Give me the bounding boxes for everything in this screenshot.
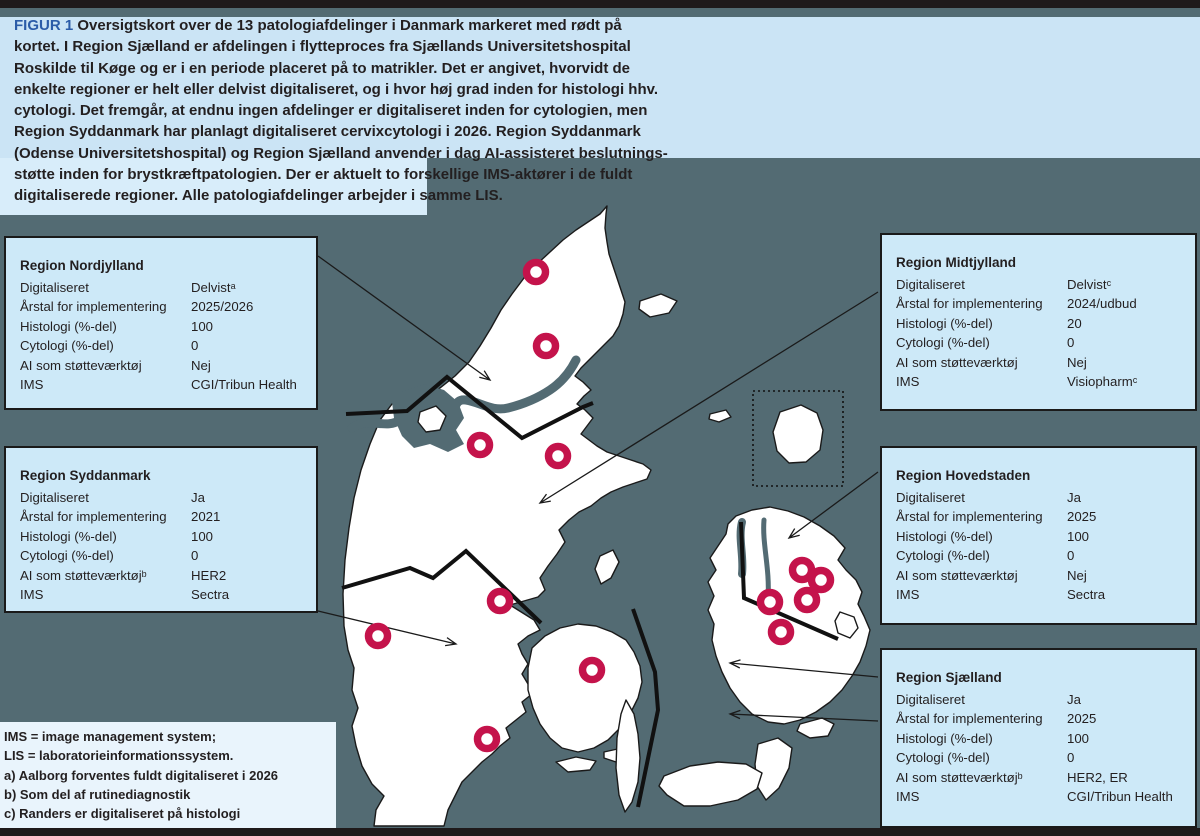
connector-arrow-sjaelland-koege <box>728 709 879 722</box>
caption-line: digitaliserede regioner. Alle patologiaf… <box>14 187 503 205</box>
infobox-row: IMS CGI/Tribun Health <box>20 377 297 393</box>
pathology-site-marker <box>544 442 572 470</box>
mors-island <box>417 405 447 433</box>
footnote-panel <box>0 722 336 828</box>
connector-arrow-sjaelland <box>728 659 879 678</box>
infobox-row: Digitaliseret Ja <box>20 490 205 505</box>
caption-line: FIGUR 1 Oversigtskort over de 13 patolog… <box>14 15 714 36</box>
caption-line: Region Syddanmark har planlagt digitalis… <box>14 123 641 141</box>
aeroe-island <box>555 756 597 773</box>
infobox-region-syddanmark: Region Syddanmark Digitaliseret Ja Årstal… <box>4 446 318 613</box>
laesoe-island <box>638 293 678 318</box>
pathology-site-marker <box>578 656 606 684</box>
infobox-row: Årstal for implementering 2024/udbud <box>896 296 1137 312</box>
infobox-row: Digitaliseret Ja <box>896 692 1081 707</box>
infobox-row: Histologi (%-del) 100 <box>896 528 1090 544</box>
footnote-line: b) Som del af rutinediagnostik <box>4 786 191 802</box>
infobox-row: IMS Visiopharmᶜ <box>896 374 1138 390</box>
footnote-line: a) Aalborg forventes fuldt digitaliseret… <box>4 767 279 783</box>
infobox-title: Region Nordjylland <box>20 258 144 273</box>
infobox-title: Region Hovedstaden <box>896 468 1031 483</box>
infobox-row: IMS Sectra <box>20 587 230 603</box>
infobox-row: AI som støtteværktøjᵇ HER2 <box>20 567 227 583</box>
samsoe-island <box>594 549 620 585</box>
footnote-line: LIS = laboratorieinformationssystem. <box>4 748 234 764</box>
caption-line: Roskilde til Køge og er i en periode pla… <box>14 59 630 77</box>
caption-text: Oversigtskort over de 13 patologiafdelin… <box>77 17 622 34</box>
infobox-row: Digitaliseret Delvistᵃ <box>20 280 236 295</box>
pathology-site-marker <box>466 431 494 459</box>
pathology-site-marker <box>522 258 550 286</box>
infobox-region-hovedstaden: Region Hovedstaden Digitaliseret Ja Årsta… <box>880 446 1197 625</box>
caption-line: enkelte regioner er helt eller delvist d… <box>14 80 659 98</box>
langeland-island <box>615 699 641 813</box>
connector-arrow-midtjylland <box>538 291 879 504</box>
infobox-row: Digitaliseret Delvistᶜ <box>896 277 1112 292</box>
infobox-row: Histologi (%-del) 20 <box>896 315 1082 331</box>
infobox-row: Cytologi (%-del) 0 <box>896 335 1075 351</box>
infobox-row: Histologi (%-del) 100 <box>896 730 1090 746</box>
region-border-midtjylland-syddanmark <box>341 548 543 625</box>
caption-line: (Odense Universitetshospital) og Region … <box>14 144 668 162</box>
infobox-row: Årstal for implementering 2025 <box>896 711 1097 727</box>
connector-arrow-nordjylland <box>317 255 492 382</box>
infobox-row: Cytologi (%-del) 0 <box>896 548 1075 564</box>
infobox-row: Årstal for implementering 2025 <box>896 509 1097 525</box>
infobox-row: IMS Sectra <box>896 587 1106 603</box>
region-border-greatbelt <box>631 608 661 808</box>
footnotes: IMS = image management system; LIS = lab… <box>4 727 278 823</box>
bottom-rule <box>0 828 1200 836</box>
sea-top-strip <box>0 8 1200 17</box>
infobox-row: AI som støtteværktøj Nej <box>896 354 1087 370</box>
infobox-region-nordjylland: Region Nordjylland Digitaliseret Delvistᵃ… <box>4 236 318 410</box>
infobox-region-midtjylland: Region Midtjylland Digitaliseret Delvistᶜ… <box>880 233 1197 411</box>
infobox-row: Cytologi (%-del) 0 <box>20 338 199 354</box>
markers-layer <box>364 258 835 753</box>
pathology-site-marker <box>532 332 560 360</box>
lolland-island <box>658 761 763 807</box>
pathology-site-marker <box>807 566 835 594</box>
infobox-row: AI som støtteværktøj Nej <box>896 567 1087 583</box>
pathology-site-marker <box>767 618 795 646</box>
infobox-row: Årstal for implementering 2021 <box>20 509 221 525</box>
region-border-nordjylland-midtjylland <box>345 374 594 441</box>
infobox-row: AI som støtteværktøjᵇ HER2, ER <box>896 769 1128 785</box>
infobox-title: Region Sjælland <box>896 670 1002 685</box>
caption-line: kortet. I Region Sjælland er afdelingen … <box>14 38 631 56</box>
anholt-island <box>708 409 732 423</box>
caption-line: cytologi. Det fremgår, at endnu ingen af… <box>14 102 648 120</box>
infobox-row: IMS CGI/Tribun Health <box>896 789 1173 805</box>
infobox-title: Region Midtjylland <box>896 255 1016 270</box>
infobox-row: Histologi (%-del) 100 <box>20 318 214 334</box>
connector-arrow-hovedstaden <box>787 471 879 540</box>
footnote-line: IMS = image management system; <box>4 729 217 744</box>
infobox-row: Cytologi (%-del) 0 <box>896 750 1075 766</box>
figure-caption: FIGUR 1 Oversigtskort over de 13 patolog… <box>14 15 714 207</box>
pathology-site-marker <box>788 556 816 584</box>
pathology-site-marker <box>756 588 784 616</box>
infobox-region-sjaelland: Region Sjælland Digitaliseret Ja Årstal f… <box>880 648 1197 828</box>
region-border-sjaelland-hovedstaden <box>739 521 839 641</box>
infobox-row: AI som støtteværktøj Nej <box>20 357 211 373</box>
amager-island <box>834 611 859 639</box>
figure-number-label: FIGUR 1 <box>14 17 74 34</box>
pathology-site-marker <box>486 587 514 615</box>
caption-panel <box>0 158 427 215</box>
infobox-row: Cytologi (%-del) 0 <box>20 548 199 564</box>
pathology-site-marker <box>793 586 821 614</box>
bornholm-inset-box <box>752 390 844 487</box>
pathology-site-marker <box>473 725 501 753</box>
top-rule <box>0 0 1200 8</box>
footnote-line: c) Randers er digitaliseret på histologi <box>4 806 241 822</box>
infobox-row: Digitaliseret Ja <box>896 490 1081 505</box>
infobox-row: Histologi (%-del) 100 <box>20 528 214 544</box>
caption-line: støtte inden for brystkræftpatologien. D… <box>14 166 633 184</box>
infobox-row: Årstal for implementering 2025/2026 <box>20 299 254 315</box>
bornholm-island <box>772 404 824 464</box>
pathology-site-marker <box>364 622 392 650</box>
infobox-title: Region Syddanmark <box>20 468 151 483</box>
